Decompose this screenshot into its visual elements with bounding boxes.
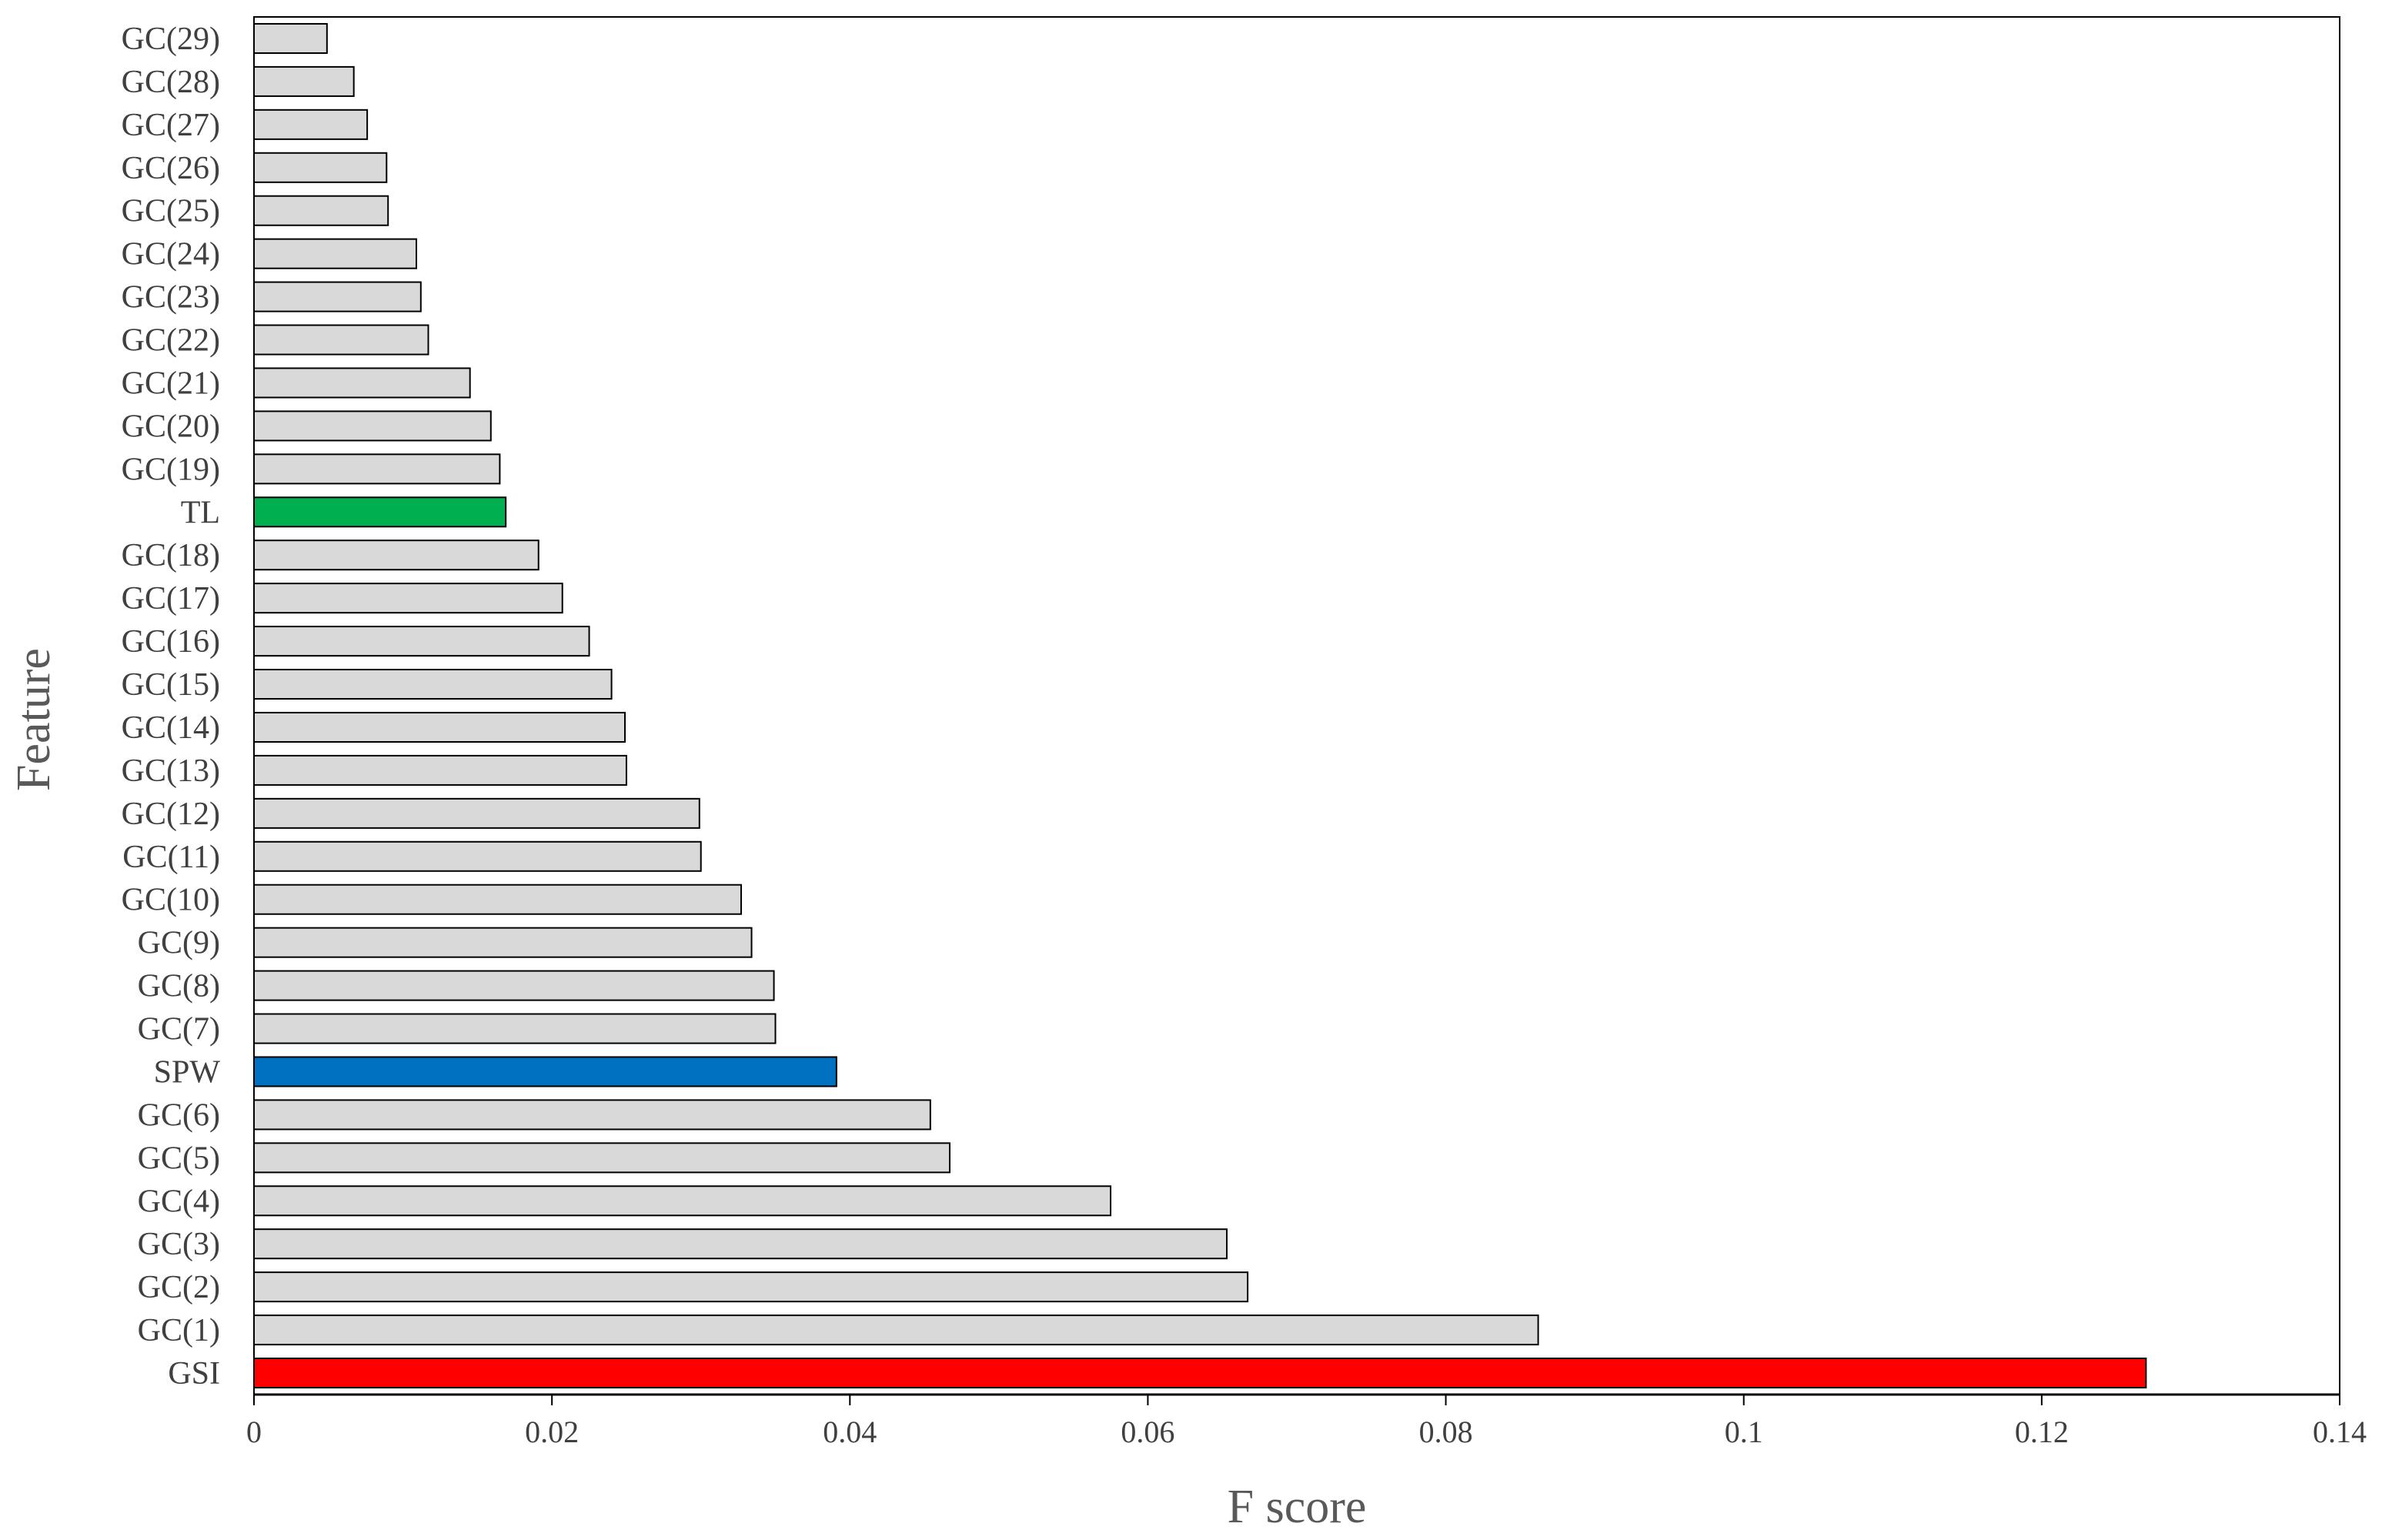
bar-gc-23 xyxy=(253,281,422,312)
category-label-gsi: GSI xyxy=(168,1356,220,1391)
category-label-gc-27: GC(27) xyxy=(122,108,220,143)
category-label-gc-15: GC(15) xyxy=(122,667,220,703)
category-label-gc-1: GC(1) xyxy=(138,1313,220,1348)
category-label-gc-12: GC(12) xyxy=(122,797,220,832)
bar-gc-28 xyxy=(253,65,355,97)
bar-gc-27 xyxy=(253,109,369,140)
x-tick-label: 0.14 xyxy=(2313,1415,2367,1449)
bar-gc-29 xyxy=(253,22,328,54)
category-label-spw: SPW xyxy=(154,1054,221,1090)
category-label-gc-14: GC(14) xyxy=(122,710,220,746)
category-label-gc-8: GC(8) xyxy=(138,969,220,1004)
category-label-gc-16: GC(16) xyxy=(122,624,220,660)
bar-gc-21 xyxy=(253,367,471,399)
x-axis-title: F score xyxy=(1228,1481,1367,1533)
x-tick-label: 0.04 xyxy=(823,1415,877,1449)
category-label-gc-29: GC(29) xyxy=(122,22,220,57)
bar-tl xyxy=(253,496,507,528)
bar-gc-10 xyxy=(253,884,742,915)
bar-gc-7 xyxy=(253,1013,777,1044)
category-labels: GSI GC(1) GC(2) GC(3) GC(4) GC(5) GC(6) SPW GC(7… xyxy=(122,22,221,1391)
bar-gc-19 xyxy=(253,453,501,485)
category-label-gc-17: GC(17) xyxy=(122,581,220,616)
x-tick-label: 0.02 xyxy=(525,1415,579,1449)
bar-gc-20 xyxy=(253,410,492,442)
category-label-gc-3: GC(3) xyxy=(138,1227,220,1262)
bar-gc-8 xyxy=(253,970,775,1001)
x-tick-label: 0.08 xyxy=(1419,1415,1473,1449)
bars-group xyxy=(253,22,2147,1389)
bar-gc-1 xyxy=(253,1315,1539,1346)
category-label-gc-25: GC(25) xyxy=(122,194,220,229)
category-label-gc-24: GC(24) xyxy=(122,237,220,272)
category-label-gc-26: GC(26) xyxy=(122,151,220,186)
x-tick-label: 0 xyxy=(246,1415,262,1449)
category-label-gc-7: GC(7) xyxy=(138,1012,220,1047)
bar-gc-15 xyxy=(253,669,613,700)
category-label-gc-5: GC(5) xyxy=(138,1141,220,1176)
x-tick-label: 0.12 xyxy=(2015,1415,2069,1449)
bar-gsi xyxy=(253,1358,2147,1389)
bar-gc-12 xyxy=(253,797,700,829)
category-label-gc-4: GC(4) xyxy=(138,1184,220,1219)
category-label-gc-20: GC(20) xyxy=(122,409,220,444)
bar-gc-13 xyxy=(253,754,627,786)
bar-gc-3 xyxy=(253,1228,1228,1260)
category-label-gc-13: GC(13) xyxy=(122,753,220,789)
y-axis-title: Feature xyxy=(8,648,60,791)
bar-gc-4 xyxy=(253,1185,1112,1217)
category-label-gc-18: GC(18) xyxy=(122,538,220,573)
category-label-gc-19: GC(19) xyxy=(122,452,220,487)
bar-gc-25 xyxy=(253,195,389,226)
bar-gc-18 xyxy=(253,540,540,571)
bar-gc-2 xyxy=(253,1271,1249,1303)
x-tick-label: 0.06 xyxy=(1121,1415,1174,1449)
x-tick-label: 0.1 xyxy=(1725,1415,1763,1449)
category-label-gc-6: GC(6) xyxy=(138,1097,220,1133)
category-label-tl: TL xyxy=(181,495,220,530)
category-label-gc-9: GC(9) xyxy=(138,926,220,961)
bar-spw xyxy=(253,1056,837,1087)
bar-gc-22 xyxy=(253,324,429,356)
category-label-gc-28: GC(28) xyxy=(122,65,220,100)
bar-gc-11 xyxy=(253,840,702,872)
category-label-gc-21: GC(21) xyxy=(122,366,220,401)
category-label-gc-22: GC(22) xyxy=(122,323,220,359)
bar-gc-5 xyxy=(253,1142,950,1174)
category-label-gc-10: GC(10) xyxy=(122,883,220,918)
x-axis: 0 0.02 0.04 0.06 0.08 0.1 0.12 0.14 xyxy=(246,1393,2367,1449)
bar-gc-17 xyxy=(253,583,563,614)
bar-gc-26 xyxy=(253,152,388,183)
category-label-gc-11: GC(11) xyxy=(122,840,220,875)
bar-gc-16 xyxy=(253,626,590,657)
bar-gc-6 xyxy=(253,1099,931,1131)
category-label-gc-2: GC(2) xyxy=(138,1270,220,1305)
bar-gc-9 xyxy=(253,927,753,958)
category-label-gc-23: GC(23) xyxy=(122,280,220,316)
bar-gc-24 xyxy=(253,238,417,269)
bar-gc-14 xyxy=(253,711,626,743)
